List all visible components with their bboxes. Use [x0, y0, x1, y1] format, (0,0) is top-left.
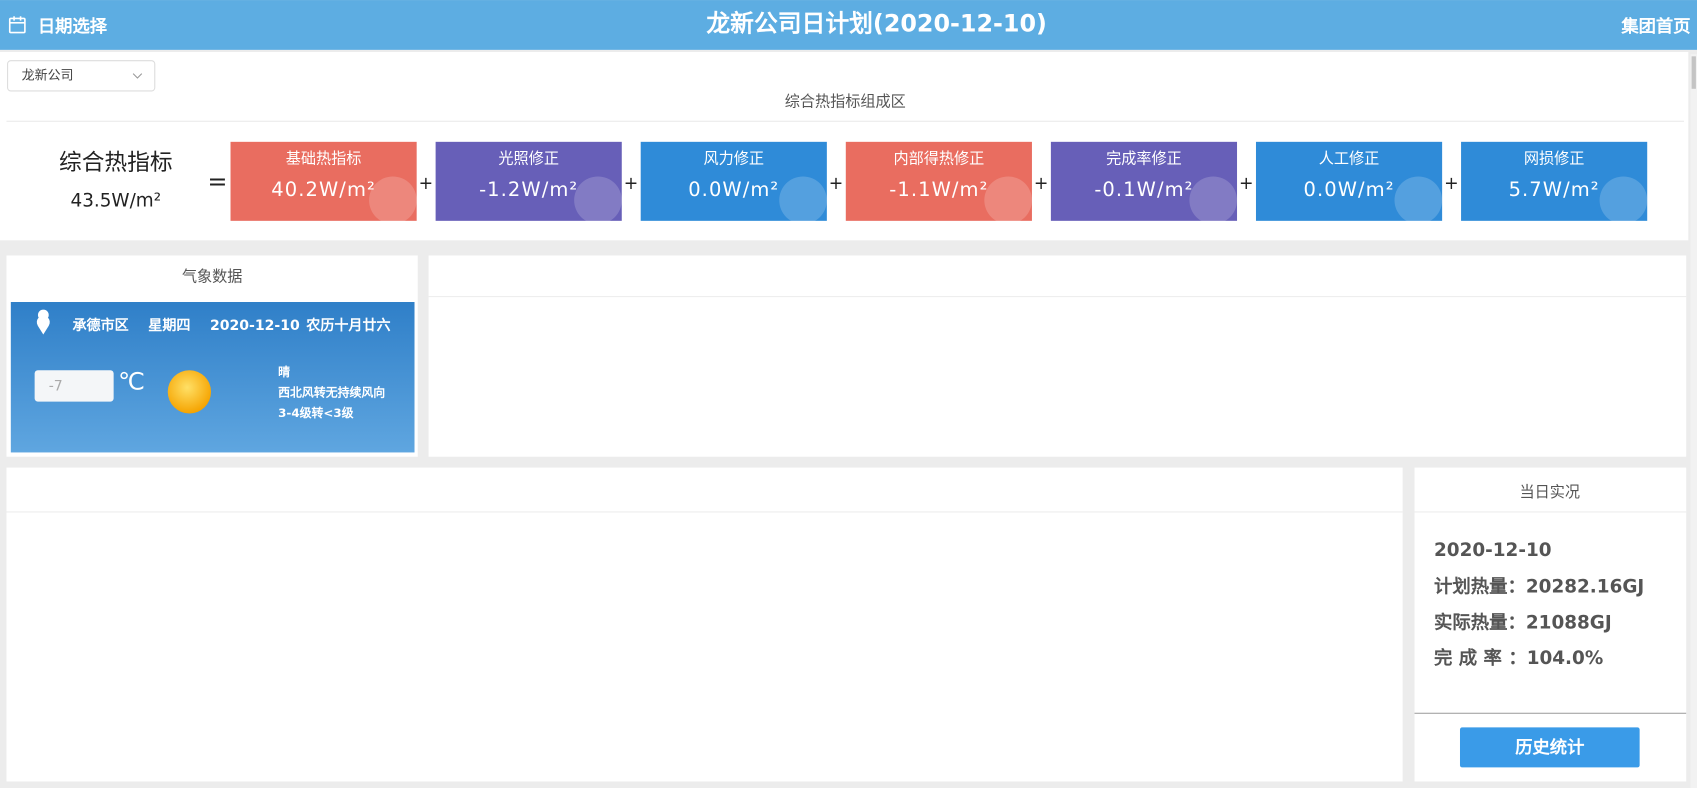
date: 2020-12-10: [210, 318, 300, 334]
temperature-value: -7: [49, 378, 63, 394]
wind: 西北风转无持续风向: [278, 385, 385, 399]
plus-sign: +: [624, 174, 639, 194]
card: [230, 141, 417, 221]
page-title: 龙新公司日计划(2020-12-10): [706, 9, 1047, 37]
card: [435, 141, 622, 221]
city: 承德市区: [73, 317, 129, 334]
card: [640, 141, 827, 221]
card-title: 内部得热修正: [893, 150, 984, 168]
composite-label: 综合热指标: [59, 150, 173, 176]
section-title: 综合热指标组成区: [785, 92, 906, 110]
history-button[interactable]: [1459, 727, 1640, 768]
row-value: 21088GJ: [1526, 612, 1612, 633]
panel-title: 当日实况: [1520, 483, 1581, 501]
heat-panel: [6, 467, 1403, 782]
date-picker[interactable]: 日期选择: [38, 16, 108, 37]
row-value: 104.0%: [1527, 648, 1604, 669]
card-title: 完成率修正: [1106, 150, 1182, 168]
card-value: 40.2W/m²: [271, 178, 376, 201]
select-arrow: [132, 73, 143, 79]
plus-sign: +: [1034, 174, 1049, 194]
plus-sign: +: [1444, 174, 1458, 194]
calendar-icon: [8, 16, 26, 34]
row-label: 完 成 率 ：: [1434, 647, 1527, 669]
card-decoration: [779, 176, 827, 225]
temperature-panel: [428, 255, 1687, 457]
card-value: -1.1W/m²: [889, 178, 988, 201]
home-link[interactable]: 集团首页: [1620, 16, 1690, 37]
lunar-date: 农历十月廿六: [305, 317, 390, 334]
card-title: 基础热指标: [286, 150, 362, 168]
card-value: 0.0W/m²: [1303, 178, 1394, 201]
card-decoration: [1599, 176, 1648, 225]
row-value: 20282.16GJ: [1526, 577, 1644, 598]
composite-value: 43.5W/m²: [71, 190, 162, 211]
card-value: 5.7W/m²: [1509, 178, 1600, 201]
card-title: 风力修正: [703, 150, 764, 168]
header-bar: [0, 0, 1697, 50]
location-icon: [36, 309, 50, 335]
company-select[interactable]: [7, 60, 156, 92]
panel-title: 气象数据: [182, 268, 243, 286]
summary-row: 完 成 率 ：104.0%: [1434, 647, 1603, 669]
card: [1050, 141, 1238, 221]
scrollbar-thumb[interactable]: [1691, 56, 1696, 89]
card-row: 基础热指标 40.2W/m² 光照修正 -1.2W/m² + 风力修正 0.0W/m² + 内部…: [230, 141, 1648, 225]
weather-condition: 晴: [278, 365, 290, 379]
temperature-unit: ℃: [118, 368, 145, 396]
company-select-text: 龙新公司: [22, 67, 74, 83]
card: [845, 141, 1032, 221]
wind-level: 3-4级转<3级: [278, 406, 354, 420]
card-decoration: [1189, 176, 1238, 225]
card-value: -1.2W/m²: [479, 178, 578, 201]
plus-sign: +: [1239, 174, 1254, 194]
card: [1461, 141, 1648, 221]
card-value: 0.0W/m²: [688, 178, 779, 201]
weekday: 星期四: [148, 318, 190, 334]
row-label: 实际热量：: [1434, 611, 1526, 633]
summary-date: 2020-12-10: [1434, 540, 1552, 561]
card: [1255, 141, 1443, 221]
plus-sign: +: [419, 174, 434, 194]
card-decoration: [1394, 176, 1443, 225]
card-decoration: [369, 176, 417, 225]
temperature-input[interactable]: [34, 370, 114, 402]
button-label: 历史统计: [1515, 737, 1584, 758]
card-decoration: [984, 176, 1032, 225]
card-title: 人工修正: [1319, 150, 1380, 168]
summary-row: 实际热量：21088GJ: [1434, 611, 1612, 633]
sun-icon: [167, 370, 212, 414]
card-title: 光照修正: [498, 150, 559, 168]
card-decoration: [574, 176, 622, 225]
plus-sign: +: [829, 174, 844, 194]
row-label: 计划热量：: [1434, 576, 1526, 598]
card-value: -0.1W/m²: [1094, 178, 1193, 201]
scrollbar: [1690, 54, 1697, 788]
summary-row: 计划热量：20282.16GJ: [1434, 576, 1644, 598]
equals-sign: =: [208, 167, 228, 195]
card-title: 网损修正: [1524, 150, 1585, 168]
